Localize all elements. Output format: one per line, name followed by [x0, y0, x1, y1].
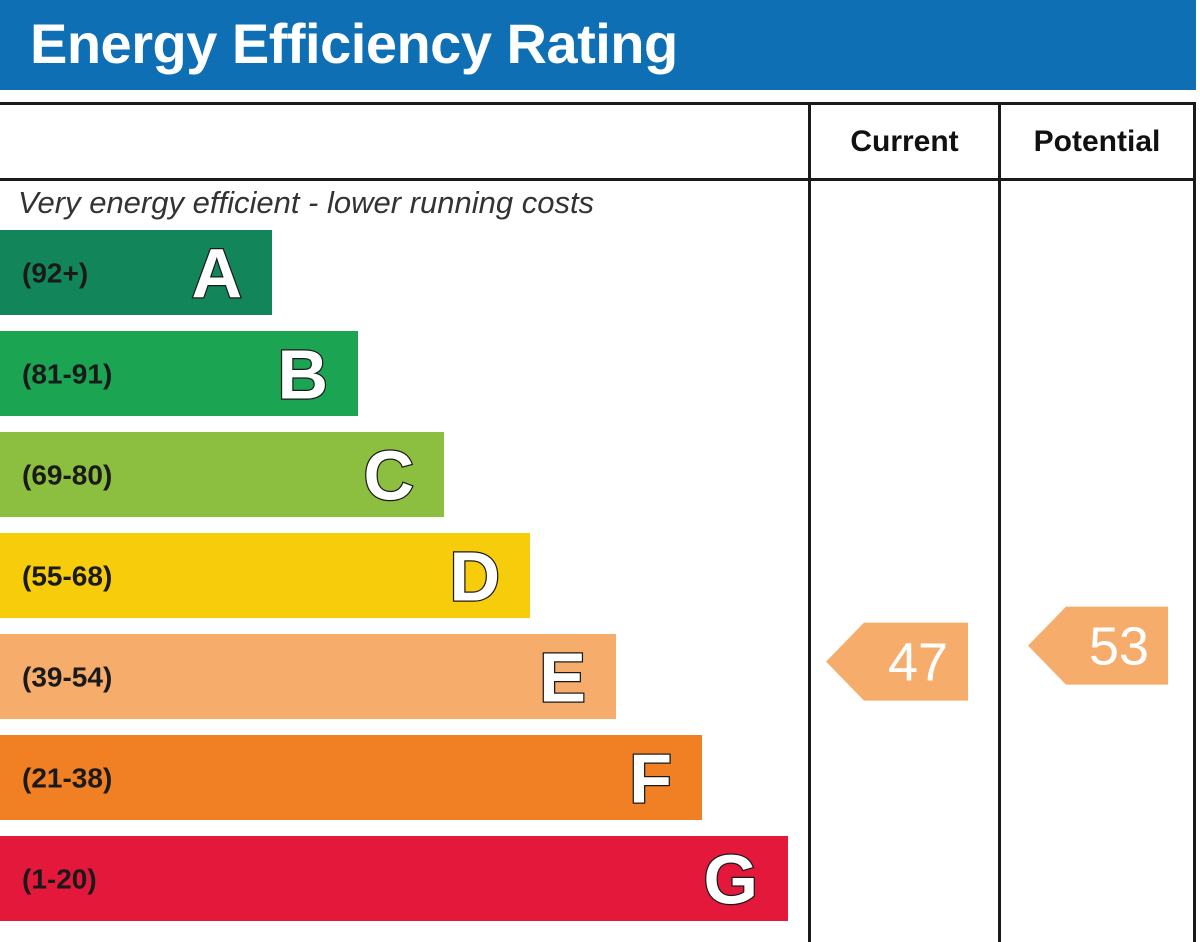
band-range-d: (55-68): [22, 561, 112, 592]
band-letter-b: B: [277, 336, 328, 414]
band-letter-a: A: [191, 235, 242, 313]
header-divider: [0, 178, 1196, 181]
band-bar-a: [0, 230, 272, 315]
current-arrow: [826, 622, 968, 701]
band-range-b: (81-91): [22, 359, 112, 390]
band-bar-f: [0, 735, 702, 820]
band-range-a: (92+): [22, 258, 88, 289]
band-letter-g: G: [704, 841, 758, 919]
band-letter-c: C: [363, 437, 414, 515]
band-range-c: (69-80): [22, 460, 112, 491]
band-range-e: (39-54): [22, 662, 112, 693]
band-letter-e: E: [539, 639, 586, 717]
band-range-g: (1-20): [22, 864, 97, 895]
potential-arrow: [1028, 606, 1168, 685]
band-range-f: (21-38): [22, 763, 112, 794]
potential-column-header: Potential: [1033, 125, 1161, 158]
current-rating-value: 47: [888, 633, 948, 693]
current-column-header: Current: [850, 125, 959, 158]
band-bar-e: [0, 634, 616, 719]
potential-rating-value: 53: [1089, 617, 1149, 677]
table-right-border: [1193, 102, 1196, 942]
column-divider-potential: [998, 102, 1001, 942]
band-bar-c: [0, 432, 444, 517]
column-divider-current: [808, 102, 811, 942]
table-top-border: [0, 102, 1196, 105]
band-letter-d: D: [449, 538, 500, 616]
band-bar-g: [0, 836, 788, 921]
title-banner: Energy Efficiency Rating: [0, 0, 1196, 90]
band-bar-b: [0, 331, 358, 416]
top-caption: Very energy efficient - lower running co…: [18, 185, 595, 220]
band-letter-f: F: [629, 740, 672, 818]
chart-title: Energy Efficiency Rating: [30, 12, 678, 75]
band-bar-d: [0, 533, 530, 618]
